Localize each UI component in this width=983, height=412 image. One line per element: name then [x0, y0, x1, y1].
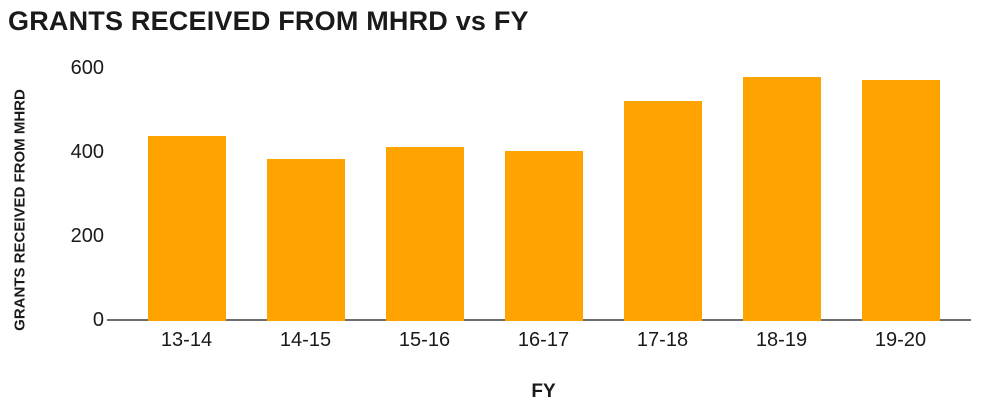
bar-19-20 — [861, 79, 940, 321]
x-tick-label: 15-16 — [398, 329, 451, 351]
bar-13-14 — [147, 136, 226, 321]
bar-17-18 — [623, 100, 702, 321]
x-tick-label: 19-20 — [874, 329, 927, 351]
x-tick-label: 14-15 — [279, 329, 332, 351]
x-axis-title: FY — [531, 381, 556, 402]
x-tick-label: 13-14 — [160, 329, 213, 351]
bar-16-17 — [504, 150, 583, 321]
chart-title: GRANTS RECEIVED FROM MHRD vs FY — [8, 6, 529, 36]
x-tick-label: 16-17 — [517, 329, 570, 351]
y-tick-label: 400 — [70, 141, 104, 163]
x-tick-label: 18-19 — [755, 329, 808, 351]
y-tick-label: 200 — [70, 225, 104, 247]
bar-14-15 — [266, 159, 345, 321]
y-tick-label: 600 — [70, 57, 104, 79]
y-tick-label: 0 — [92, 309, 104, 331]
x-tick-label: 17-18 — [636, 329, 689, 351]
bar-18-19 — [742, 77, 821, 321]
y-axis-title: GRANTS RECEIVED FROM MHRD — [11, 89, 29, 331]
bar-15-16 — [385, 146, 464, 321]
